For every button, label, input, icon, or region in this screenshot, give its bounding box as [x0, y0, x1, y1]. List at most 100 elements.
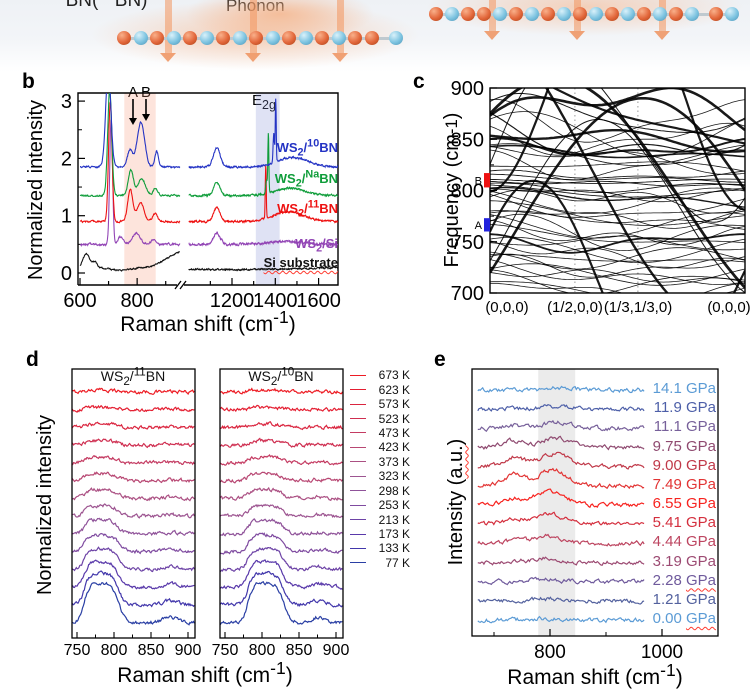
- pressure-curve-655GPa: [477, 488, 645, 509]
- temp-curve-623K: [220, 404, 343, 413]
- pressure-label: 3.19 GPa: [652, 552, 716, 570]
- temp-curve-298K: [72, 517, 195, 537]
- phonon-band: [490, 247, 745, 270]
- temp-curve-133K: [220, 570, 343, 608]
- panel-e-xlabel: Raman shift (cm-1): [507, 660, 683, 689]
- phonon-band: [490, 111, 745, 157]
- phonon-band: [490, 161, 745, 172]
- y-tick-label: 800: [451, 181, 484, 203]
- panel-e-plot: 800 1000: [471, 368, 719, 663]
- legend-item: 423 K: [350, 440, 410, 454]
- legend-label: 133 K: [378, 541, 410, 556]
- nitrogen-atom: [685, 7, 699, 21]
- temp-curve-473K: [220, 454, 343, 466]
- legend-label: 298 K: [378, 483, 410, 498]
- phonon-band: [490, 88, 745, 289]
- temp-curve-673K: [72, 387, 195, 396]
- legend-swatch: [350, 519, 366, 521]
- phonon-band: [490, 179, 745, 293]
- phonon-band: [490, 259, 745, 285]
- raman-curve-ws210bn: [79, 93, 181, 170]
- y-tick-label: 700: [451, 283, 484, 305]
- panel-d-legend: 673 K 623 K 573 K 523 K 473 K 423 K 373 K 323 K…: [350, 368, 410, 570]
- legend-swatch: [350, 547, 366, 549]
- k-point-label: (0,0,0): [707, 299, 750, 316]
- legend-item: 373 K: [350, 455, 410, 469]
- peak-a-arrow-icon: [129, 118, 137, 125]
- legend-item: 133 K: [350, 541, 410, 555]
- legend-label: 173 K: [378, 527, 410, 542]
- x-tick-label: 1400: [253, 290, 298, 312]
- nitrogen-atom: [133, 31, 148, 45]
- temp-curve-523K: [220, 437, 343, 449]
- pressure-label: 14.1 GPa: [652, 380, 716, 397]
- temp-curve-253K: [220, 532, 343, 555]
- nitrogen-atom: [445, 7, 459, 21]
- legend-swatch: [350, 562, 366, 564]
- pressure-label: 1.21 GPa: [652, 590, 716, 608]
- legend-label: 213 K: [378, 512, 410, 527]
- boron-atom: [150, 31, 164, 45]
- raman-curve-ws211bn: [188, 165, 338, 224]
- panel-letter-b: b: [22, 70, 35, 93]
- phonon-arrow-icon: [654, 31, 670, 40]
- legend-swatch: [350, 403, 366, 405]
- nitrogen-atom: [232, 31, 247, 45]
- temp-curve-323K: [220, 503, 343, 519]
- axis-box: [71, 368, 196, 639]
- temp-curve-673K: [220, 387, 343, 395]
- x-tick-label: 900: [175, 642, 202, 659]
- boron-atom: [348, 31, 362, 45]
- y-tick-label: 2: [61, 148, 72, 170]
- phonon-band: [490, 235, 745, 251]
- curve-label-4: WS2/10BN: [276, 137, 338, 159]
- phonon-band: [490, 88, 745, 132]
- raman-curve-ws2nabn: [188, 133, 338, 198]
- boron-atom: [637, 7, 651, 21]
- nitrogen-atom: [389, 31, 403, 45]
- panel-b-ylabel: Normalized intensity: [24, 99, 47, 281]
- phonon-band: [490, 143, 745, 167]
- temp-curve-213K: [72, 546, 195, 573]
- pressure-curve-319GPa: [477, 556, 645, 566]
- axis-box: [219, 368, 344, 639]
- temp-curve-173K: [72, 559, 195, 590]
- e2g-label: E2g: [242, 92, 286, 111]
- temp-curve-473K: [72, 454, 195, 466]
- nitrogen-atom: [589, 7, 603, 21]
- y-tick-label: 750: [451, 232, 484, 254]
- raman-curve-ws2nabn: [79, 93, 181, 198]
- legend-swatch: [350, 432, 366, 434]
- phonon-arrow-icon: [160, 53, 176, 62]
- phonon-band: [490, 269, 745, 293]
- legend-label: 673 K: [378, 368, 410, 383]
- panel-letter-c: c: [413, 70, 425, 93]
- legend-item: 213 K: [350, 512, 410, 527]
- legend-swatch: [350, 374, 366, 376]
- x-tick-label: 800: [249, 642, 276, 659]
- phonon-arrow-stem: [164, 0, 172, 53]
- temp-curve-573K: [72, 421, 195, 431]
- nitrogen-atom: [298, 31, 313, 45]
- y-tick-label: 900: [451, 78, 484, 100]
- phonon-bands-group: [490, 88, 745, 293]
- panel-c-plot: 700 750 800 850 900 (0,0,0) (1/2,0,0) (1/3,1/3,…: [451, 78, 750, 316]
- temp-curve-77K: [72, 581, 195, 626]
- phonon-band: [490, 146, 745, 175]
- legend-item: 573 K: [350, 397, 410, 411]
- k-point-label: (1/3,1/3,0): [604, 299, 672, 316]
- boron-atom: [461, 7, 475, 21]
- legend-swatch: [350, 504, 366, 506]
- mode-marker-a: [484, 218, 490, 232]
- pressure-curve-749GPa: [477, 467, 645, 490]
- phonon-band: [490, 88, 745, 223]
- x-tick-label: 850: [138, 642, 165, 659]
- boron-atom: [216, 31, 230, 45]
- nitrogen-atom: [525, 7, 539, 21]
- boron-atom: [315, 31, 329, 45]
- temp-curve-133K: [72, 570, 195, 608]
- pressure-curve-444GPa: [477, 533, 645, 547]
- phonon-band: [544, 88, 669, 293]
- phonon-band: [490, 149, 745, 181]
- nitrogen-atom: [725, 7, 739, 21]
